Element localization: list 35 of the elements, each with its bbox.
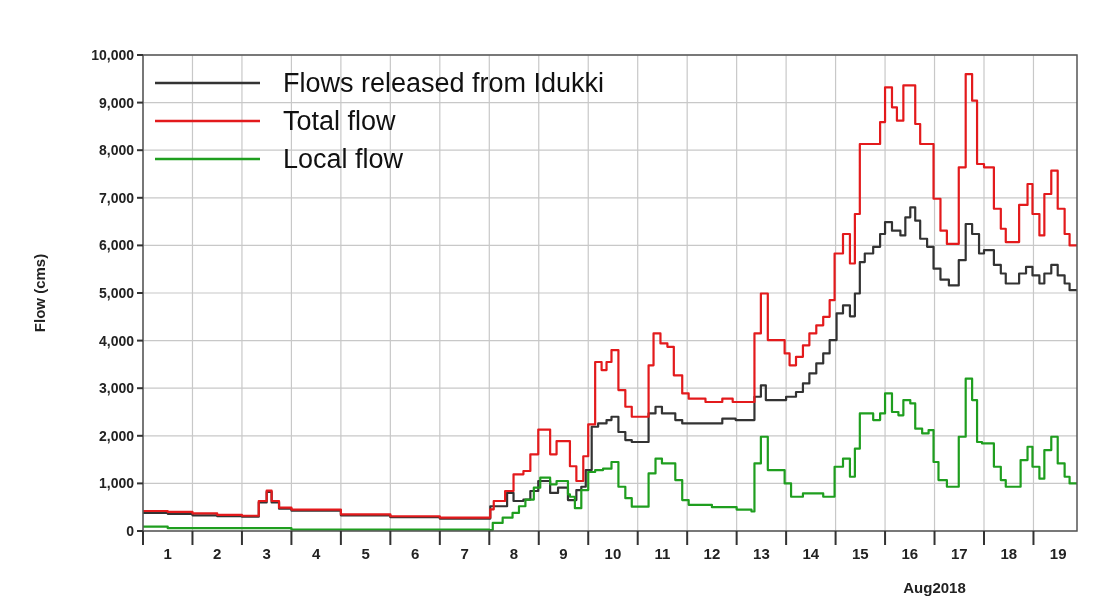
y-tick-label: 4,000 [98, 332, 135, 349]
y-tick-label: 8,000 [98, 142, 135, 159]
y-tick-label: 5,000 [98, 284, 135, 301]
x-tick-label: 5 [361, 545, 370, 562]
x-tick-label: 12 [703, 545, 721, 562]
x-tick-label: 10 [604, 545, 622, 562]
x-axis-title: Aug2018 [903, 579, 966, 596]
y-tick-label: 1,000 [98, 475, 135, 492]
legend-label: Local flow [283, 144, 404, 175]
x-tick-label: 6 [410, 545, 420, 562]
x-tick-label: 15 [851, 545, 869, 562]
x-tick-label: 8 [509, 545, 519, 562]
x-tick-label: 16 [901, 545, 919, 562]
x-tick-label: 18 [1000, 545, 1018, 562]
x-tick-label: 13 [753, 545, 770, 562]
y-axis-title: Flow (cms) [31, 253, 48, 333]
x-tick-label: 11 [654, 545, 671, 562]
y-tick-label: 10,000 [91, 46, 135, 63]
x-tick-label: 1 [163, 545, 172, 562]
x-tick-label: 19 [1049, 545, 1067, 562]
y-tick-label: 2,000 [98, 427, 135, 444]
x-tick-label: 9 [559, 545, 568, 562]
y-tick-label: 3,000 [98, 380, 135, 397]
x-tick-label: 17 [950, 545, 968, 562]
y-tick-label: 0 [126, 522, 135, 539]
legend-label: Flows released from Idukki [283, 68, 605, 99]
y-tick-label: 9,000 [98, 94, 135, 111]
x-tick-label: 14 [802, 545, 820, 562]
y-tick-label: 6,000 [98, 237, 135, 254]
y-tick-label: 7,000 [98, 189, 135, 206]
x-tick-label: 3 [262, 545, 271, 562]
x-tick-label: 7 [460, 545, 469, 562]
x-tick-label: 4 [311, 545, 321, 562]
x-tick-label: 2 [213, 545, 222, 562]
legend-label: Total flow [283, 106, 397, 137]
